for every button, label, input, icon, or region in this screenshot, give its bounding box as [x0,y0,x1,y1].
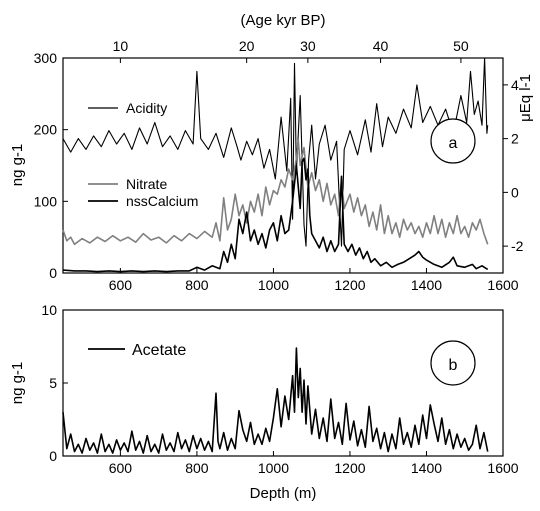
panel-a-right-y-tick-label: -2 [511,238,524,254]
panel-a-label-circle [430,118,476,164]
panel-b-label-circle [430,340,476,386]
series-line-acidity [62,57,489,247]
panel-b-series-group [62,347,489,454]
top-axis-label: (Age kyr BP) [240,12,325,29]
panel-b-x-label: Depth (m) [250,485,317,502]
panel-a-y-label: ng g-1 [9,144,26,187]
panel-a-x-tick-label: 1600 [487,277,518,293]
legend-label-nsscalcium: nssCalcium [126,193,198,209]
panel-b-y-tick-label: 5 [49,375,57,391]
panel-a-x-tick-label: 800 [185,277,209,293]
panel-b-x-tick-label: 600 [109,460,133,476]
panel-a-y-tick-label: 200 [34,122,58,138]
series-line-nsscalcium [62,157,489,273]
panel-a-frame [62,57,504,274]
panel-a-right-y-tick-label: 4 [511,77,519,93]
panel-b-y-label: ng g-1 [9,362,26,405]
panel-b-x-tick-label: 1200 [334,460,365,476]
panel-a-right-y-label: μEq l-1 [517,74,534,122]
panel-a-x-tick-label: 1400 [411,277,442,293]
panel-b-y-tick-label: 10 [41,302,57,318]
panel-b-x-tick-label: 1600 [487,460,518,476]
panel-a-top-tick-label: 50 [453,38,469,54]
panel-a-y-ticks: 0 100 200 300 [34,50,68,281]
panel-b-x-tick-label: 800 [185,460,209,476]
panel-b-label: b [449,357,458,374]
panel-a-top-tick-label: 20 [239,38,255,54]
panel-a-x-tick-label: 1200 [334,277,365,293]
panel-a-x-tick-label: 600 [109,277,133,293]
panel-a-y-tick-label: 300 [34,50,58,66]
panel-a-y-tick-label: 100 [34,193,58,209]
panel-a-top-tick-label: 10 [113,38,129,54]
panel-a-y-tick-label: 0 [49,265,57,281]
panel-a-right-y-ticks: -2 0 2 4 [503,77,524,254]
panel-a-top-tick-label: 40 [373,38,389,54]
panel-b-x-ticks: 600 800 1000 1200 1400 1600 [109,451,519,476]
panel-a-top-age-ticks: 10 20 30 40 50 [113,38,469,63]
panel-a-label: a [449,135,458,152]
legend-label-acetate: Acetate [132,342,186,359]
panel-a-right-y-tick-label: 0 [511,184,519,200]
panel-b-y-ticks: 0 5 10 [41,302,68,464]
panel-a-x-tick-label: 1000 [258,277,289,293]
panel-b: 600 800 1000 1200 1400 1600 0 5 10 Depth (m) ng… [9,302,519,502]
panel-b-x-tick-label: 1000 [258,460,289,476]
panel-a-x-ticks: 600 800 1000 1200 1400 1600 [109,268,519,293]
panel-b-y-tick-label: 0 [49,448,57,464]
panel-b-x-tick-label: 1400 [411,460,442,476]
legend-label-acidity: Acidity [126,100,167,116]
panel-a-right-y-tick-label: 2 [511,131,519,147]
legend-label-nitrate: Nitrate [126,176,167,192]
series-line-acetate [62,347,489,454]
panel-a-top-tick-label: 30 [300,38,316,54]
panel-a-series-group [62,57,489,273]
